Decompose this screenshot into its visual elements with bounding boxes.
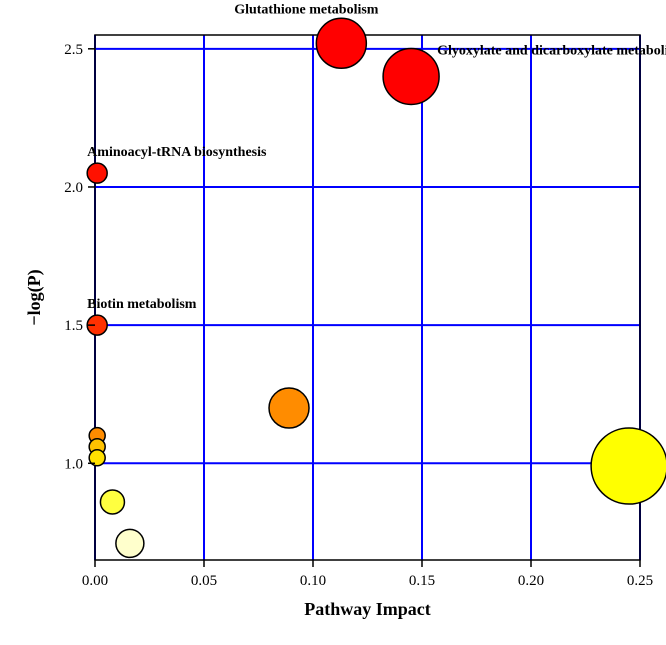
- chart-svg: Glutathione metabolism Glyoxylate and dic…: [0, 0, 666, 645]
- point-label: Glutathione metabolism: [234, 2, 379, 17]
- bubble-point: [116, 529, 144, 557]
- bubble-point: [316, 18, 366, 68]
- point-label: Biotin metabolism: [87, 297, 197, 312]
- bubble-point: [87, 163, 107, 183]
- y-tick-label: 1.0: [64, 456, 83, 472]
- y-tick-label: 1.5: [64, 318, 83, 334]
- bubble-point: [383, 48, 439, 104]
- point-label: Glyoxylate and dicarboxylate metabolism: [437, 43, 666, 58]
- x-tick-label: 0.25: [627, 573, 653, 589]
- bubble-point: [591, 428, 666, 504]
- x-tick-label: 0.00: [82, 573, 108, 589]
- x-axis-title: Pathway Impact: [304, 599, 431, 619]
- bubble-point: [269, 388, 309, 428]
- point-label: Aminoacyl-tRNA biosynthesis: [87, 145, 267, 160]
- x-tick-label: 0.15: [409, 573, 435, 589]
- y-axis-title: −log(P): [24, 269, 45, 325]
- x-tick-label: 0.20: [518, 573, 544, 589]
- y-tick-label: 2.0: [64, 180, 83, 196]
- y-tick-label: 2.5: [64, 42, 83, 58]
- pathway-bubble-chart: Glutathione metabolism Glyoxylate and dic…: [0, 0, 666, 645]
- x-tick-label: 0.10: [300, 573, 326, 589]
- bubble-point: [100, 490, 124, 514]
- x-tick-label: 0.05: [191, 573, 217, 589]
